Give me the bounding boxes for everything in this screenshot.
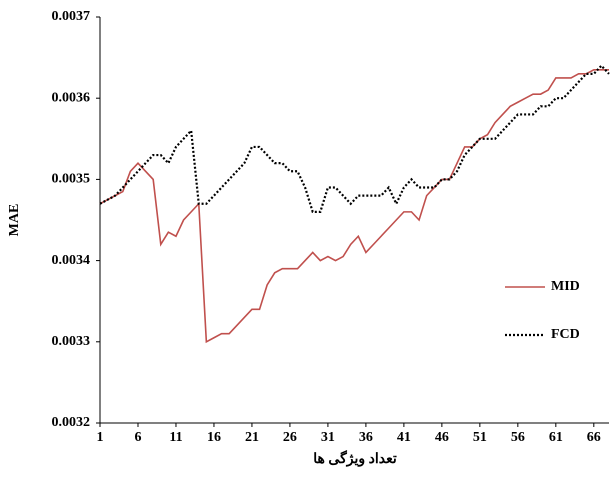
x-tick-label: 31 — [321, 430, 335, 445]
y-tick-label: 0.0033 — [52, 334, 91, 349]
y-tick-label: 0.0037 — [52, 9, 91, 24]
x-tick-label: 36 — [359, 430, 373, 445]
x-tick-label: 61 — [549, 430, 563, 445]
x-tick-label: 11 — [169, 430, 182, 445]
x-tick-label: 41 — [397, 430, 411, 445]
y-tick-label: 0.0032 — [52, 415, 91, 430]
y-axis-label: MAE — [7, 204, 22, 237]
line-series — [99, 68, 609, 344]
x-tick-label: 26 — [283, 430, 297, 445]
x-tick-label: 21 — [245, 430, 259, 445]
x-tick-label: 56 — [511, 430, 525, 445]
y-tick-label: 0.0035 — [52, 172, 91, 187]
y-tick-label: 0.0036 — [52, 90, 91, 105]
line-series — [99, 64, 610, 213]
y-tick-label: 0.0034 — [52, 253, 91, 268]
x-axis-label: تعداد ویژگی ها — [313, 450, 397, 467]
x-tick-label: 1 — [97, 430, 104, 445]
legend-label: MID — [551, 279, 580, 294]
x-tick-label: 16 — [207, 430, 221, 445]
x-tick-label: 6 — [134, 430, 141, 445]
x-tick-label: 51 — [473, 430, 487, 445]
legend-label: FCD — [551, 327, 580, 342]
x-tick-label: 66 — [587, 430, 601, 445]
x-tick-label: 46 — [435, 430, 449, 445]
